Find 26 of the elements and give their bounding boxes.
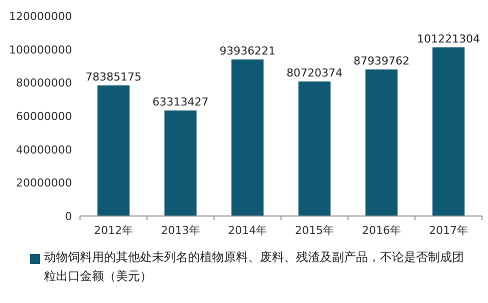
data-label: 63313427 bbox=[152, 95, 208, 108]
bar bbox=[231, 59, 264, 216]
data-label: 78385175 bbox=[86, 70, 142, 84]
x-tick-label: 2017年 bbox=[429, 224, 468, 237]
data-label: 93936221 bbox=[220, 44, 276, 58]
y-tick-label: 100000000 bbox=[9, 43, 72, 56]
x-tick-label: 2016年 bbox=[362, 224, 401, 237]
bar bbox=[432, 47, 465, 216]
legend-label: 动物饲料用的其他处未列名的植物原料、废料、残渣及副产品，不论是否制成团粒出口金额（美元） bbox=[44, 249, 464, 285]
bar bbox=[97, 85, 130, 216]
bar bbox=[298, 81, 331, 216]
y-tick-label: 80000000 bbox=[16, 76, 72, 90]
y-tick-label: 120000000 bbox=[9, 10, 72, 23]
data-label: 80720374 bbox=[286, 66, 342, 80]
x-tick-label: 2014年 bbox=[228, 224, 267, 237]
y-tick-label: 40000000 bbox=[16, 143, 72, 156]
data-label: 87939762 bbox=[354, 54, 410, 68]
y-tick-label: 60000000 bbox=[16, 110, 72, 123]
x-tick-label: 2013年 bbox=[161, 224, 200, 237]
data-label: 101221304 bbox=[417, 32, 480, 46]
y-tick-label: 0 bbox=[65, 210, 72, 223]
bar bbox=[365, 69, 398, 216]
y-tick-label: 20000000 bbox=[16, 176, 72, 190]
x-tick-label: 2012年 bbox=[94, 224, 133, 237]
bar bbox=[164, 110, 197, 216]
x-tick-label: 2015年 bbox=[295, 224, 334, 237]
